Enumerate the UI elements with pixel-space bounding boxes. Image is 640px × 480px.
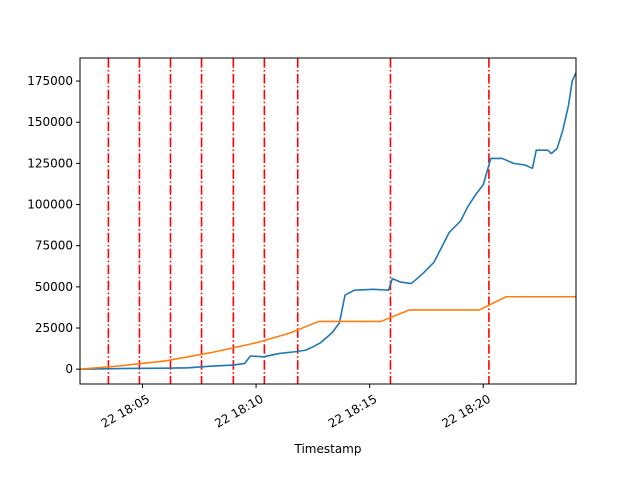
- series-line-0: [80, 72, 576, 370]
- y-tick-label-5: 125000: [27, 156, 73, 170]
- plot-frame: [79, 57, 577, 385]
- y-tick-label-0: 0: [65, 362, 73, 376]
- y-tick-label-3: 75000: [35, 239, 73, 253]
- y-tick-label-1: 25000: [35, 321, 73, 335]
- series-line-1: [80, 295, 576, 370]
- y-tick-label-4: 100000: [27, 198, 73, 212]
- axes: [79, 57, 577, 385]
- x-axis-title: Timestamp: [294, 442, 362, 456]
- series-lines: [80, 72, 576, 370]
- y-tick-label-6: 150000: [27, 115, 73, 129]
- y-tick-label-2: 50000: [35, 280, 73, 294]
- y-tick-label-7: 175000: [27, 74, 73, 88]
- vertical-marker-lines: [107, 58, 490, 384]
- y-axis-ticks: 0 25000 50000 75000 100000 125000 150000 175000: [27, 74, 80, 376]
